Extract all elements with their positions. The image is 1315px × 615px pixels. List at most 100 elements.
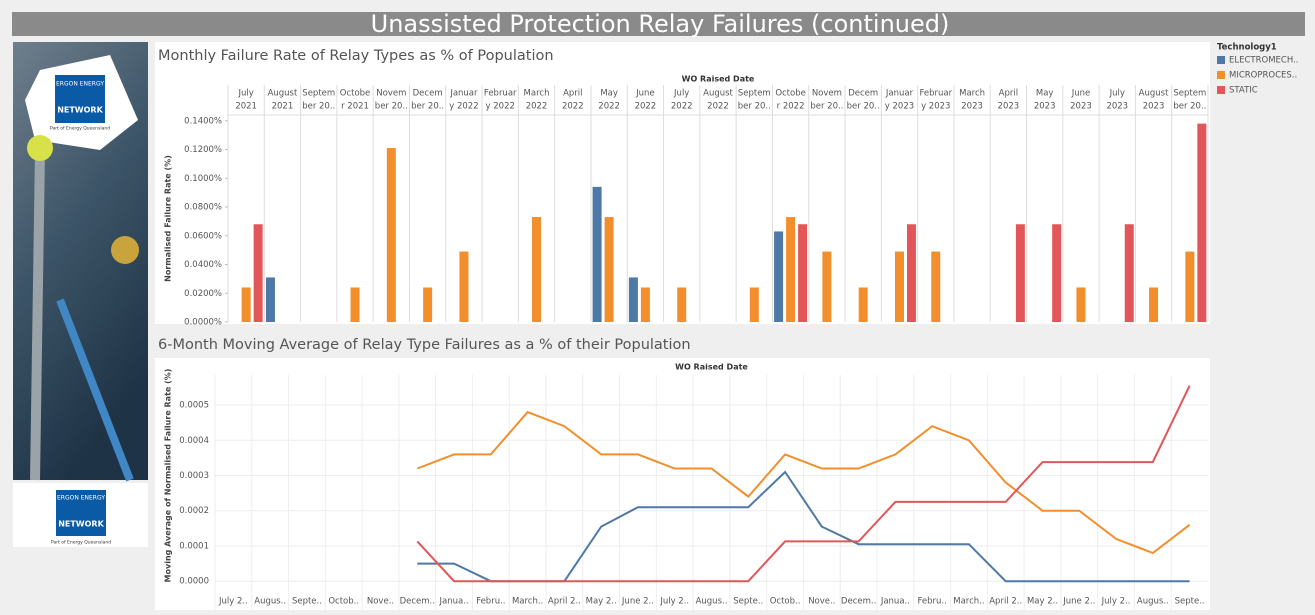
- bar: [749, 287, 759, 322]
- x-tick-label: August: [1139, 89, 1169, 99]
- bar: [640, 287, 650, 322]
- bar: [858, 287, 868, 322]
- y-tick-label: 0.1200%: [184, 145, 222, 155]
- logo-dot: [27, 135, 53, 161]
- bar: [786, 217, 796, 322]
- x-tick-label: Septe..: [292, 597, 322, 607]
- logo-box: [55, 75, 105, 123]
- pole: [30, 149, 45, 481]
- line: [416, 385, 1191, 583]
- x-tick-label: July: [673, 89, 689, 99]
- logo-brand: ERGON ENERGY: [57, 495, 105, 502]
- x-tick-label: ber 20..: [810, 102, 843, 112]
- x-tick-label: Decem..: [400, 597, 435, 607]
- x-tick-label: Septe..: [733, 597, 763, 607]
- x-tick-label: Febru..: [476, 597, 505, 607]
- legend-title: Technology1: [1217, 43, 1277, 53]
- logo-tagline: Part of Energy Queensland: [51, 540, 111, 546]
- x-tick-label: April 2..: [989, 597, 1022, 607]
- x-tick-label: Octobe: [775, 89, 806, 99]
- x-tick-label: Januar: [885, 89, 914, 99]
- y-axis-title: Moving Average of Normalised Failure Rat…: [164, 369, 173, 583]
- title-bar: [12, 12, 1305, 36]
- x-tick-label: May: [1036, 89, 1054, 99]
- page-title: Unassisted Protection Relay Failures (co…: [371, 10, 950, 38]
- x-tick-label: y 2023: [885, 102, 914, 112]
- x-tick-label: y 2022: [449, 102, 478, 112]
- x-tick-label: July 2..: [659, 597, 689, 607]
- x-tick-label: Novem: [812, 89, 842, 99]
- bar: [592, 186, 602, 322]
- chart-title: 6-Month Moving Average of Relay Type Fai…: [158, 337, 691, 353]
- y-tick-label: 0.1400%: [184, 116, 222, 126]
- y-tick-label: 0.0004: [179, 436, 209, 446]
- x-tick-label: 2022: [526, 102, 548, 112]
- x-tick-label: Octob..: [770, 597, 801, 607]
- x-tick-label: July: [237, 89, 253, 99]
- bar: [774, 231, 784, 322]
- bar: [1052, 224, 1062, 322]
- x-tick-label: 2023: [961, 102, 983, 112]
- ladder: [56, 298, 134, 482]
- x-tick-label: ber 20..: [411, 102, 444, 112]
- worker: [111, 236, 139, 264]
- bar: [1015, 224, 1025, 322]
- x-tick-label: June 2..: [621, 597, 654, 607]
- y-tick-label: 0.0400%: [184, 260, 222, 270]
- y-tick-label: 0.0000%: [184, 318, 222, 328]
- bar: [1149, 287, 1159, 322]
- x-tick-label: May 2..: [586, 597, 617, 607]
- x-tick-label: ber 20..: [847, 102, 880, 112]
- x-tick-label: ber 20..: [375, 102, 408, 112]
- line-panel: [155, 358, 1210, 610]
- x-tick-label: 2021: [235, 102, 257, 112]
- y-axis-title: Normalised Failure Rate (%): [164, 155, 173, 282]
- x-header: WO Raised Date: [675, 363, 748, 372]
- y-tick-label: 0.0600%: [184, 231, 222, 241]
- legend-swatch: [1217, 56, 1225, 64]
- x-tick-label: July 2..: [1101, 597, 1131, 607]
- bar: [423, 287, 433, 322]
- bar: [798, 224, 808, 322]
- x-tick-label: May: [600, 89, 618, 99]
- y-tick-label: 0.0200%: [184, 289, 222, 299]
- x-tick-label: Janua..: [439, 597, 469, 607]
- x-tick-label: Octob..: [328, 597, 359, 607]
- x-tick-label: Augus..: [254, 597, 286, 607]
- bar: [677, 287, 687, 322]
- x-tick-label: 2023: [1143, 102, 1165, 112]
- x-tick-label: Februar: [484, 89, 517, 99]
- x-tick-label: April 2..: [548, 597, 581, 607]
- bar: [253, 224, 263, 322]
- y-tick-label: 0.0002: [179, 506, 209, 516]
- x-tick-label: Nove..: [808, 597, 835, 607]
- y-tick-label: 0.0003: [179, 471, 209, 481]
- x-header: WO Raised Date: [682, 75, 755, 84]
- x-tick-label: August: [268, 89, 298, 99]
- bar: [1197, 123, 1207, 322]
- logo-brand: ERGON ENERGY: [56, 81, 104, 88]
- x-tick-label: March: [959, 89, 985, 99]
- logo-name: NETWORK: [58, 520, 104, 529]
- x-tick-label: Novem: [376, 89, 406, 99]
- logo-box: [56, 490, 106, 536]
- x-tick-label: April: [563, 89, 582, 99]
- x-tick-label: 2022: [635, 102, 657, 112]
- x-tick-label: ber 20..: [738, 102, 771, 112]
- x-tick-label: r 2021: [341, 102, 369, 112]
- x-tick-label: March: [524, 89, 550, 99]
- x-tick-label: ber 20..: [302, 102, 335, 112]
- x-tick-label: Decem..: [841, 597, 876, 607]
- x-tick-label: Septem: [738, 89, 771, 99]
- x-tick-label: 2023: [1034, 102, 1056, 112]
- x-tick-label: Februar: [919, 89, 952, 99]
- x-tick-label: 2023: [1106, 102, 1128, 112]
- x-tick-label: Augus..: [696, 597, 728, 607]
- bar: [1124, 224, 1134, 322]
- x-tick-label: Septem: [1173, 89, 1206, 99]
- bar: [386, 148, 396, 322]
- y-tick-label: 0.0000: [179, 577, 209, 587]
- line: [416, 410, 1191, 555]
- legend-label: ELECTROMECH..: [1229, 56, 1299, 66]
